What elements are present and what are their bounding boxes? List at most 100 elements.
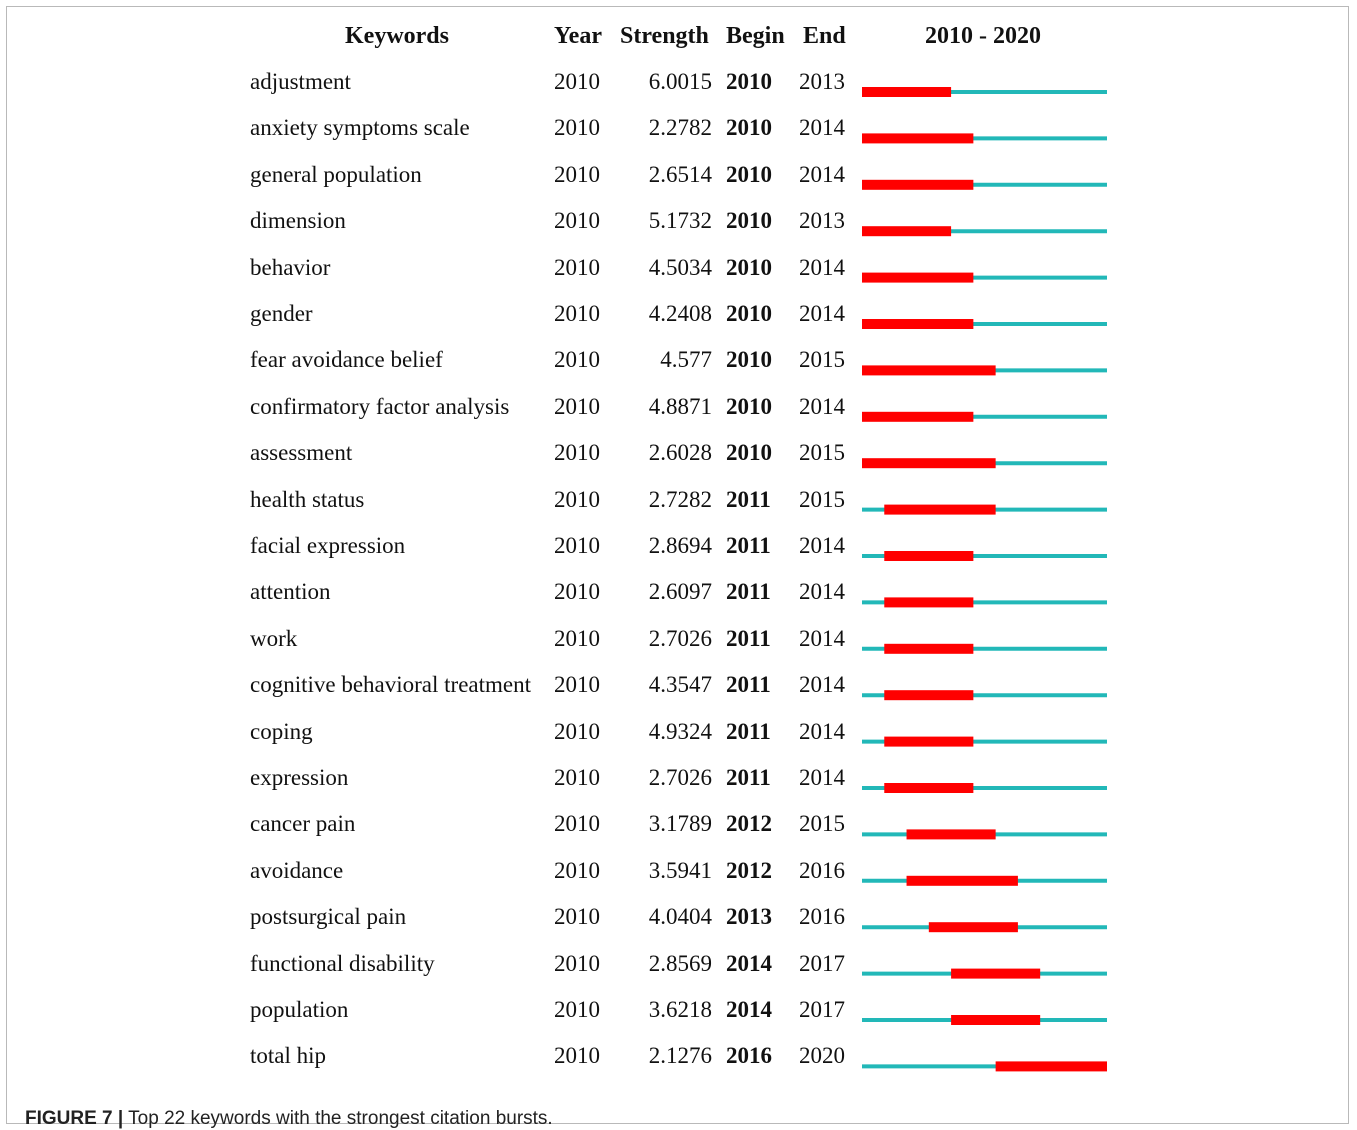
row-keyword: fear avoidance belief bbox=[250, 347, 443, 373]
burst-bar bbox=[995, 1061, 1107, 1072]
row-end: 2017 bbox=[799, 950, 845, 976]
row-end: 2017 bbox=[799, 997, 845, 1022]
row-end: 2013 bbox=[799, 69, 845, 94]
row-year: 2010 bbox=[554, 69, 600, 94]
row-year: 2010 bbox=[554, 347, 600, 373]
header-keywords: Keywords bbox=[345, 23, 449, 49]
row-year: 2010 bbox=[554, 811, 600, 837]
row-begin: 2010 bbox=[726, 161, 772, 187]
row-begin: 2013 bbox=[726, 904, 772, 930]
burst-bar bbox=[862, 365, 996, 376]
header-begin: Begin bbox=[726, 23, 785, 49]
row-begin: 2012 bbox=[726, 811, 772, 837]
caption-text: Top 22 keywords with the strongest citat… bbox=[123, 1108, 553, 1129]
caption-label: FIGURE 7 | bbox=[25, 1108, 124, 1129]
figure-frame bbox=[6, 6, 1349, 1124]
row-strength: 3.5941 bbox=[648, 857, 712, 883]
row-year: 2010 bbox=[554, 765, 600, 790]
burst-bar bbox=[884, 736, 974, 747]
row-keyword: coping bbox=[250, 718, 313, 744]
row-end: 2014 bbox=[799, 625, 845, 651]
burst-bar bbox=[906, 829, 996, 840]
row-begin: 2012 bbox=[726, 857, 772, 883]
row-keyword: health status bbox=[250, 486, 365, 512]
row-begin: 2011 bbox=[726, 765, 771, 790]
burst-bar bbox=[951, 1015, 1041, 1025]
row-strength: 2.6097 bbox=[648, 579, 712, 605]
row-year: 2010 bbox=[554, 533, 600, 558]
row-end: 2015 bbox=[799, 440, 845, 466]
row-begin: 2011 bbox=[726, 625, 771, 651]
row-begin: 2010 bbox=[726, 301, 772, 326]
row-year: 2010 bbox=[554, 301, 600, 326]
row-keyword: behavior bbox=[250, 254, 331, 280]
burst-bar bbox=[862, 87, 952, 97]
row-begin: 2011 bbox=[726, 486, 771, 512]
burst-bar bbox=[862, 226, 952, 237]
citation-burst-table: Keywords Year Strength Begin End 2010 - … bbox=[250, 23, 1041, 1069]
row-strength: 4.3547 bbox=[648, 672, 712, 698]
row-year: 2010 bbox=[554, 440, 600, 466]
row-keyword: dimension bbox=[250, 208, 346, 234]
row-strength: 5.1732 bbox=[648, 208, 712, 234]
row-keyword: assessment bbox=[250, 440, 353, 466]
burst-bar bbox=[862, 133, 974, 144]
row-begin: 2011 bbox=[726, 672, 771, 698]
row-keyword: general population bbox=[250, 161, 422, 187]
row-keyword: adjustment bbox=[250, 69, 351, 94]
row-begin: 2016 bbox=[726, 1043, 772, 1069]
row-year: 2010 bbox=[554, 393, 600, 419]
row-year: 2010 bbox=[554, 486, 600, 512]
row-end: 2014 bbox=[799, 765, 845, 790]
row-year: 2010 bbox=[554, 672, 600, 698]
burst-timeline bbox=[862, 87, 1107, 1072]
row-keyword: facial expression bbox=[250, 533, 406, 558]
burst-bar bbox=[951, 968, 1041, 979]
row-end: 2016 bbox=[799, 904, 845, 930]
row-year: 2010 bbox=[554, 1043, 600, 1069]
row-keyword: avoidance bbox=[250, 857, 344, 883]
row-strength: 4.577 bbox=[660, 347, 712, 373]
row-keyword: anxiety symptoms scale bbox=[250, 115, 470, 141]
row-strength: 3.6218 bbox=[648, 997, 712, 1022]
row-keyword: work bbox=[250, 625, 298, 651]
row-keyword: functional disability bbox=[250, 950, 435, 976]
row-year: 2010 bbox=[554, 718, 600, 744]
row-end: 2014 bbox=[799, 254, 845, 280]
burst-bar bbox=[884, 504, 996, 515]
row-end: 2014 bbox=[799, 533, 845, 558]
burst-bar bbox=[884, 690, 974, 701]
row-end: 2014 bbox=[799, 718, 845, 744]
row-keyword: confirmatory factor analysis bbox=[250, 393, 510, 419]
row-begin: 2010 bbox=[726, 69, 772, 94]
burst-bar bbox=[884, 551, 974, 561]
row-end: 2014 bbox=[799, 301, 845, 326]
row-year: 2010 bbox=[554, 904, 600, 930]
row-strength: 3.1789 bbox=[648, 811, 712, 837]
row-strength: 4.2408 bbox=[648, 301, 712, 326]
row-end: 2016 bbox=[799, 857, 845, 883]
row-year: 2010 bbox=[554, 208, 600, 234]
row-strength: 6.0015 bbox=[648, 69, 712, 94]
burst-bar bbox=[884, 597, 974, 608]
row-end: 2015 bbox=[799, 811, 845, 837]
row-year: 2010 bbox=[554, 579, 600, 605]
row-begin: 2010 bbox=[726, 440, 772, 466]
row-keyword: expression bbox=[250, 765, 349, 790]
row-keyword: attention bbox=[250, 579, 331, 605]
row-begin: 2011 bbox=[726, 533, 771, 558]
row-keyword: cognitive behavioral treatment bbox=[250, 672, 531, 698]
burst-bar bbox=[862, 179, 974, 190]
row-end: 2015 bbox=[799, 347, 845, 373]
row-end: 2020 bbox=[799, 1043, 845, 1069]
row-strength: 2.7026 bbox=[648, 765, 712, 790]
row-begin: 2011 bbox=[726, 718, 771, 744]
row-strength: 2.2782 bbox=[648, 115, 712, 141]
row-begin: 2010 bbox=[726, 115, 772, 141]
header-end: End bbox=[803, 23, 846, 49]
row-end: 2013 bbox=[799, 208, 845, 234]
row-strength: 2.1276 bbox=[648, 1043, 712, 1069]
row-year: 2010 bbox=[554, 254, 600, 280]
row-keyword: gender bbox=[250, 301, 313, 326]
burst-bar bbox=[906, 875, 1018, 886]
